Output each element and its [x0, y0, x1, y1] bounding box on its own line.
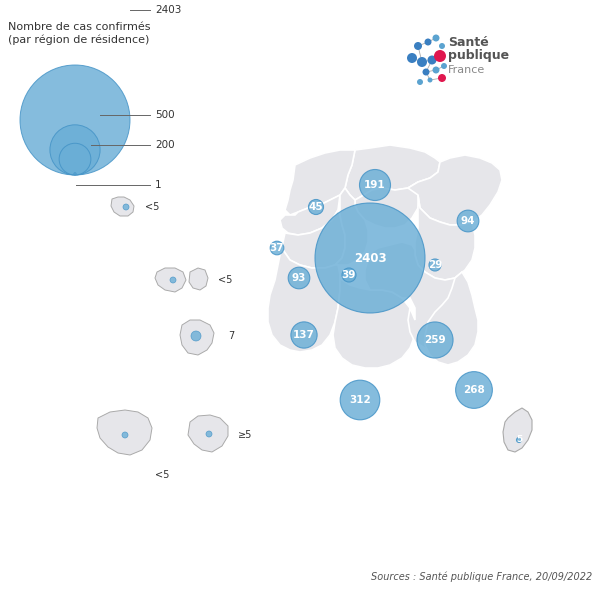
Circle shape — [359, 169, 391, 200]
Text: Sources : Santé publique France, 20/09/2022: Sources : Santé publique France, 20/09/2… — [371, 571, 592, 582]
Circle shape — [342, 268, 356, 282]
Text: Nombre de cas confirmés
(par région de résidence): Nombre de cas confirmés (par région de r… — [8, 22, 151, 45]
Circle shape — [427, 55, 437, 64]
Circle shape — [340, 380, 380, 420]
Circle shape — [20, 65, 130, 175]
Circle shape — [417, 79, 423, 85]
Polygon shape — [425, 272, 478, 365]
Circle shape — [422, 68, 430, 76]
Polygon shape — [345, 145, 440, 200]
Polygon shape — [333, 275, 415, 368]
Text: 259: 259 — [424, 335, 446, 345]
Polygon shape — [155, 268, 186, 292]
Text: 5: 5 — [516, 436, 522, 445]
Polygon shape — [415, 195, 475, 280]
Circle shape — [170, 277, 176, 283]
Text: France: France — [448, 65, 485, 75]
Polygon shape — [503, 408, 532, 452]
Circle shape — [433, 34, 439, 41]
Text: 312: 312 — [349, 395, 371, 405]
Text: <5: <5 — [155, 470, 169, 480]
Polygon shape — [283, 210, 345, 268]
Polygon shape — [189, 268, 208, 290]
Text: 7: 7 — [228, 331, 234, 341]
Circle shape — [191, 331, 201, 341]
Circle shape — [122, 432, 128, 438]
Text: <5: <5 — [145, 202, 160, 212]
Text: 29: 29 — [428, 260, 442, 270]
Circle shape — [517, 437, 521, 443]
Circle shape — [50, 125, 100, 175]
Circle shape — [417, 322, 453, 358]
Text: 2403: 2403 — [155, 5, 181, 15]
Polygon shape — [408, 155, 502, 225]
Polygon shape — [335, 188, 368, 265]
Text: 1: 1 — [155, 180, 161, 190]
Text: 39: 39 — [342, 270, 356, 280]
Circle shape — [417, 57, 427, 67]
Circle shape — [434, 50, 446, 62]
Polygon shape — [97, 410, 152, 455]
Polygon shape — [111, 197, 134, 216]
Circle shape — [438, 74, 446, 82]
Text: 268: 268 — [463, 385, 485, 395]
Text: 2403: 2403 — [353, 251, 386, 265]
Circle shape — [308, 199, 323, 215]
Polygon shape — [365, 242, 472, 350]
Text: 37: 37 — [269, 243, 284, 253]
Circle shape — [59, 143, 91, 175]
Text: 137: 137 — [293, 330, 315, 340]
Circle shape — [439, 43, 445, 49]
Circle shape — [74, 173, 76, 175]
Circle shape — [288, 267, 310, 289]
Circle shape — [414, 42, 422, 50]
Circle shape — [270, 241, 284, 255]
Circle shape — [123, 204, 129, 210]
Circle shape — [291, 322, 317, 348]
Circle shape — [206, 431, 212, 437]
Text: 94: 94 — [461, 216, 475, 226]
Polygon shape — [355, 182, 420, 228]
Polygon shape — [180, 320, 214, 355]
Circle shape — [455, 371, 493, 409]
Text: <5: <5 — [218, 275, 232, 285]
Polygon shape — [188, 415, 228, 452]
Polygon shape — [285, 150, 355, 215]
Polygon shape — [268, 250, 340, 352]
Circle shape — [407, 53, 417, 63]
Text: 500: 500 — [155, 110, 175, 120]
Circle shape — [441, 63, 447, 69]
Circle shape — [429, 259, 441, 271]
Text: ≥5: ≥5 — [238, 430, 253, 440]
Text: publique: publique — [448, 49, 509, 62]
Text: 45: 45 — [308, 202, 323, 212]
Circle shape — [457, 210, 479, 232]
Circle shape — [433, 67, 439, 73]
Text: 200: 200 — [155, 140, 175, 150]
Circle shape — [427, 77, 433, 82]
Text: Santé: Santé — [448, 35, 489, 49]
Text: 191: 191 — [364, 180, 386, 190]
Text: 93: 93 — [292, 273, 306, 283]
Polygon shape — [280, 195, 340, 235]
Circle shape — [425, 38, 431, 46]
Circle shape — [315, 203, 425, 313]
